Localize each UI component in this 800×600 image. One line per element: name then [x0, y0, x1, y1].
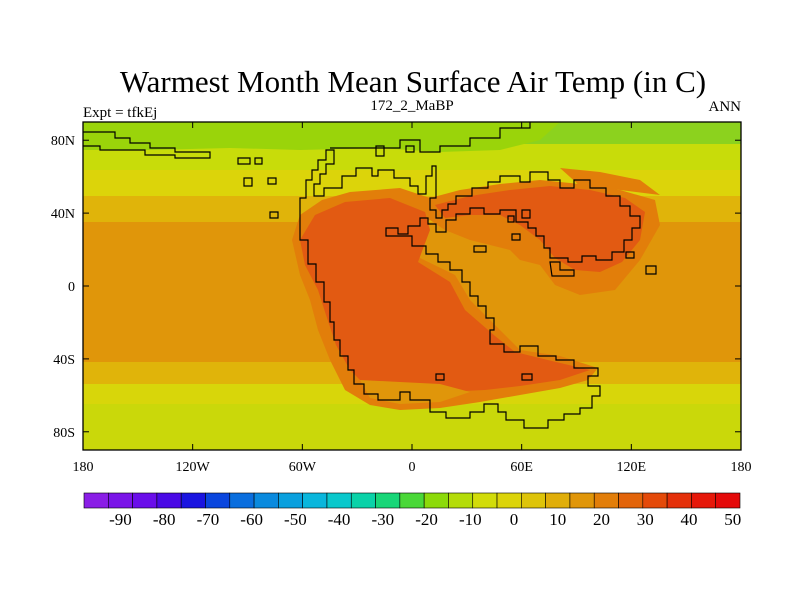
coastline-island-14 — [625, 251, 635, 259]
colorbar-label: 50 — [724, 510, 741, 529]
y-axis: 80N 40N 0 40S 80S — [51, 134, 741, 441]
colorbar-box — [521, 492, 546, 509]
colorbar-box — [666, 492, 692, 509]
coastlines — [83, 122, 657, 429]
coastline-island-6 — [375, 145, 385, 157]
field-land-hot-west — [300, 198, 590, 395]
colorbar-box — [375, 492, 401, 509]
colorbar-box — [472, 492, 498, 509]
colorbar-box — [302, 492, 328, 509]
x-tick-label: 120W — [176, 460, 211, 475]
field-polar-land — [83, 122, 560, 152]
colorbar-box — [423, 492, 449, 509]
y-tick-label: 80N — [51, 134, 75, 149]
coastline-pangaea — [299, 149, 641, 429]
y-tick-label: 0 — [68, 280, 75, 295]
coastline-island-15 — [521, 373, 533, 381]
colorbar-box — [132, 492, 158, 509]
coastline-island-11 — [511, 233, 521, 241]
colorbar-box — [83, 492, 109, 509]
colorbar-label: 30 — [637, 510, 654, 529]
field-band-s3 — [83, 404, 741, 450]
temperature-field — [83, 122, 741, 450]
center-string: 172_2_MaBP — [370, 98, 453, 114]
coastline-island-1 — [237, 157, 251, 165]
x-axis: 180 120W 60W 0 60E 120E 180 — [73, 122, 752, 475]
coastline-polar-west — [83, 131, 211, 159]
colorbar-label: 10 — [549, 510, 566, 529]
colorbar-labels: -90 -80 -70 -60 -50 -40 -30 -20 -10 0 10 20 30 40 50 — [109, 510, 741, 529]
colorbar-box — [618, 492, 644, 509]
coastline-island-12 — [549, 261, 575, 277]
colorbar-box — [180, 492, 206, 509]
colorbar-box — [156, 492, 182, 509]
coastline-island-16 — [435, 373, 445, 381]
coastline-island-9 — [507, 215, 515, 223]
right-string: ANN — [709, 99, 742, 115]
colorbar-label: -40 — [328, 510, 351, 529]
colorbar — [83, 492, 741, 509]
colorbar-label: -60 — [240, 510, 263, 529]
colorbar-box — [399, 492, 425, 509]
x-tick-label: 180 — [73, 460, 94, 475]
colorbar-label: 0 — [510, 510, 519, 529]
x-tick-label: 60W — [289, 460, 317, 475]
coastline-island-4 — [267, 177, 277, 185]
colorbar-label: -10 — [459, 510, 482, 529]
plot-title: Warmest Month Mean Surface Air Temp (in … — [120, 64, 706, 99]
colorbar-label: -70 — [197, 510, 220, 529]
left-string: Expt = tfkEj — [83, 105, 157, 121]
coastline-island-7 — [405, 145, 415, 153]
coastline-island-10 — [521, 209, 531, 219]
colorbar-box — [205, 492, 231, 509]
coastline-island-2 — [254, 157, 263, 165]
field-land-hot-east — [435, 186, 645, 272]
coastline-island-8 — [473, 245, 487, 253]
colorbar-label: -20 — [415, 510, 438, 529]
coastline-island-5 — [269, 211, 279, 219]
colorbar-box — [278, 492, 303, 509]
colorbar-box — [326, 492, 352, 509]
colorbar-box — [691, 492, 717, 509]
colorbar-box — [107, 492, 133, 509]
colorbar-label: 20 — [593, 510, 610, 529]
x-tick-label: 120E — [617, 460, 647, 475]
coastline-island-13 — [645, 265, 657, 275]
y-tick-label: 40S — [53, 353, 75, 368]
field-land-south-mid — [360, 380, 470, 404]
x-tick-label: 60E — [510, 460, 533, 475]
colorbar-label: -90 — [109, 510, 132, 529]
colorbar-label: 40 — [680, 510, 697, 529]
x-tick-label: 0 — [409, 460, 416, 475]
coastline-island-3 — [243, 177, 253, 187]
colorbar-box — [229, 492, 255, 509]
x-tick-label: 180 — [731, 460, 752, 475]
colorbar-label: -30 — [372, 510, 395, 529]
colorbar-box — [253, 492, 279, 509]
coastline-north-margin — [330, 122, 531, 153]
colorbar-box — [569, 492, 595, 509]
colorbar-box — [593, 492, 619, 509]
colorbar-box — [350, 492, 376, 509]
y-tick-label: 40N — [51, 207, 75, 222]
colorbar-box — [642, 492, 668, 509]
field-land-warm-north — [560, 168, 660, 195]
colorbar-label: -80 — [153, 510, 176, 529]
y-tick-label: 80S — [53, 426, 75, 441]
colorbar-box — [545, 492, 571, 509]
colorbar-box — [715, 492, 741, 509]
colorbar-box — [496, 492, 522, 509]
colorbar-label: -50 — [284, 510, 307, 529]
colorbar-box — [448, 492, 474, 509]
